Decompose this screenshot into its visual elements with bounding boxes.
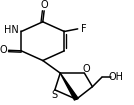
Text: S: S [51, 90, 57, 100]
Text: O: O [41, 0, 49, 10]
Text: O: O [0, 45, 7, 55]
Text: O: O [82, 64, 90, 74]
Text: HN: HN [4, 25, 19, 35]
Polygon shape [60, 73, 78, 100]
Text: OH: OH [109, 72, 124, 82]
Text: F: F [81, 24, 86, 34]
